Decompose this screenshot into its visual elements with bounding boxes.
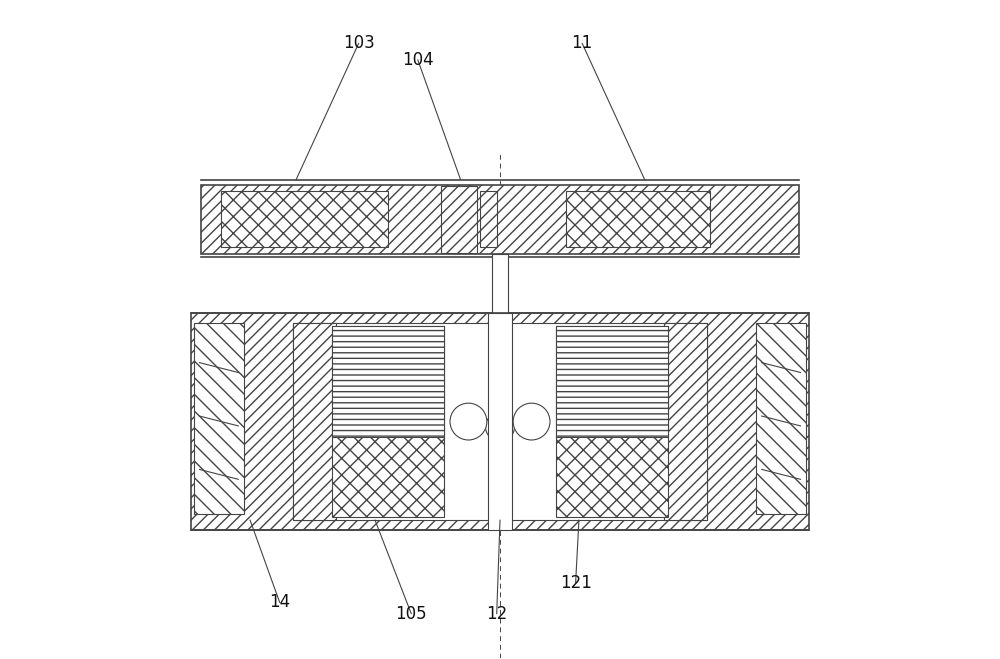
Text: 104: 104 [402,51,434,69]
Bar [201,185,799,254]
Bar [441,186,477,252]
Bar [480,191,497,247]
Bar [492,254,508,412]
Bar [332,326,444,437]
Bar [756,323,806,513]
Text: 14: 14 [269,593,290,612]
Bar [191,313,809,530]
Text: 105: 105 [395,604,427,623]
Bar [332,326,444,517]
Bar [194,323,244,513]
Text: 121: 121 [560,574,592,592]
Bar [566,191,710,247]
Bar [293,323,336,520]
Bar [293,323,707,520]
Bar [221,191,388,247]
Text: 11: 11 [572,34,593,53]
Text: 103: 103 [343,34,374,53]
Bar [556,326,668,437]
Text: 12: 12 [486,604,507,623]
Circle shape [513,403,550,440]
Bar [488,313,512,530]
Bar [664,323,707,520]
Circle shape [450,403,487,440]
Bar [556,326,668,517]
Circle shape [486,413,514,442]
